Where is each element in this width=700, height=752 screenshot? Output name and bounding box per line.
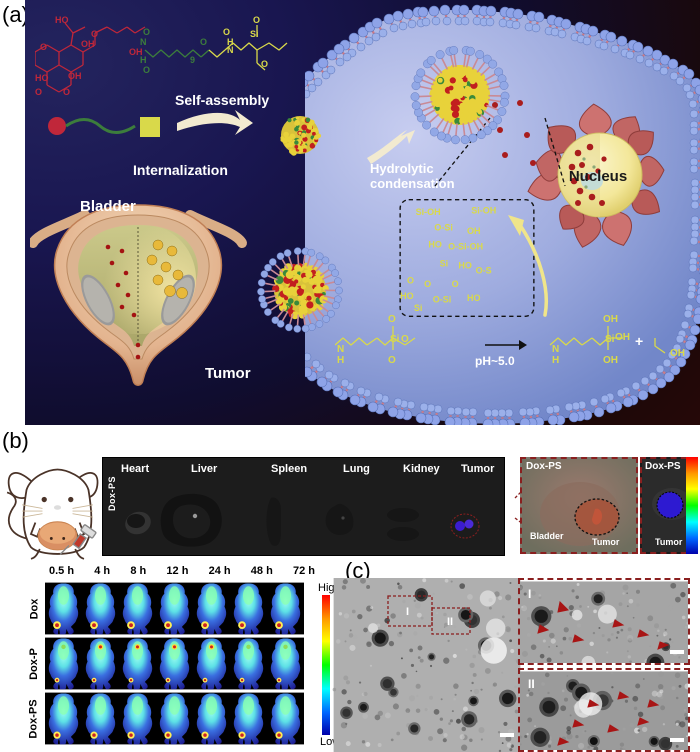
svg-text:H: H (337, 355, 344, 366)
svg-text:Si: Si (390, 334, 400, 345)
svg-text:N: N (552, 344, 559, 355)
svg-text:Spleen: Spleen (271, 463, 307, 475)
svg-text:Si: Si (440, 259, 449, 269)
svg-text:Heart: Heart (121, 463, 149, 475)
svg-text:H: H (552, 355, 559, 366)
svg-text:II: II (447, 616, 453, 628)
svg-text:OH: OH (603, 314, 618, 325)
svg-text:Lung: Lung (343, 463, 370, 475)
svg-text:OH: OH (68, 71, 82, 81)
svg-text:N: N (140, 37, 147, 47)
svg-text:I: I (406, 606, 409, 618)
svg-text:H: H (140, 55, 147, 65)
svg-text:Liver: Liver (191, 463, 218, 475)
svg-text:O: O (35, 87, 42, 95)
svg-text:O: O (424, 279, 431, 289)
svg-text:O: O (452, 279, 459, 289)
svg-text:Kidney: Kidney (403, 463, 441, 475)
svg-text:Si: Si (605, 334, 615, 345)
svg-text:O: O (143, 27, 150, 37)
svg-text:9: 9 (190, 55, 195, 65)
svg-text:O: O (261, 59, 268, 69)
svg-text:N: N (227, 45, 234, 55)
svg-text:O: O (223, 27, 230, 37)
svg-text:HO: HO (55, 15, 69, 25)
svg-text:HO: HO (428, 240, 442, 250)
svg-text:pH~5.0: pH~5.0 (475, 354, 515, 368)
svg-text:O: O (40, 42, 47, 52)
svg-text:O-S: O-S (476, 265, 492, 275)
svg-text:OH: OH (670, 348, 685, 359)
svg-text:O: O (253, 15, 260, 25)
svg-text:OH: OH (81, 39, 95, 49)
svg-text:Si: Si (250, 29, 259, 39)
svg-text:O: O (401, 334, 409, 345)
svg-text:O-Si-OH: O-Si-OH (448, 241, 483, 251)
svg-text:HO: HO (458, 260, 472, 270)
svg-text:O-Si: O-Si (434, 223, 453, 233)
svg-text:Si-OH: Si-OH (416, 207, 441, 217)
svg-text:HO: HO (35, 73, 49, 83)
svg-text:O: O (200, 37, 207, 47)
svg-text:OH: OH (603, 355, 618, 366)
svg-text:O: O (388, 314, 396, 325)
svg-text:O: O (143, 65, 150, 75)
svg-text:O: O (388, 355, 396, 366)
svg-text:Tumor: Tumor (461, 463, 495, 475)
svg-text:OH: OH (467, 226, 481, 236)
svg-text:I: I (528, 587, 531, 601)
svg-text:O: O (63, 87, 70, 95)
svg-text:O: O (91, 29, 98, 39)
svg-text:+: + (635, 333, 643, 349)
svg-text:O: O (407, 276, 414, 286)
svg-text:II: II (528, 677, 535, 691)
